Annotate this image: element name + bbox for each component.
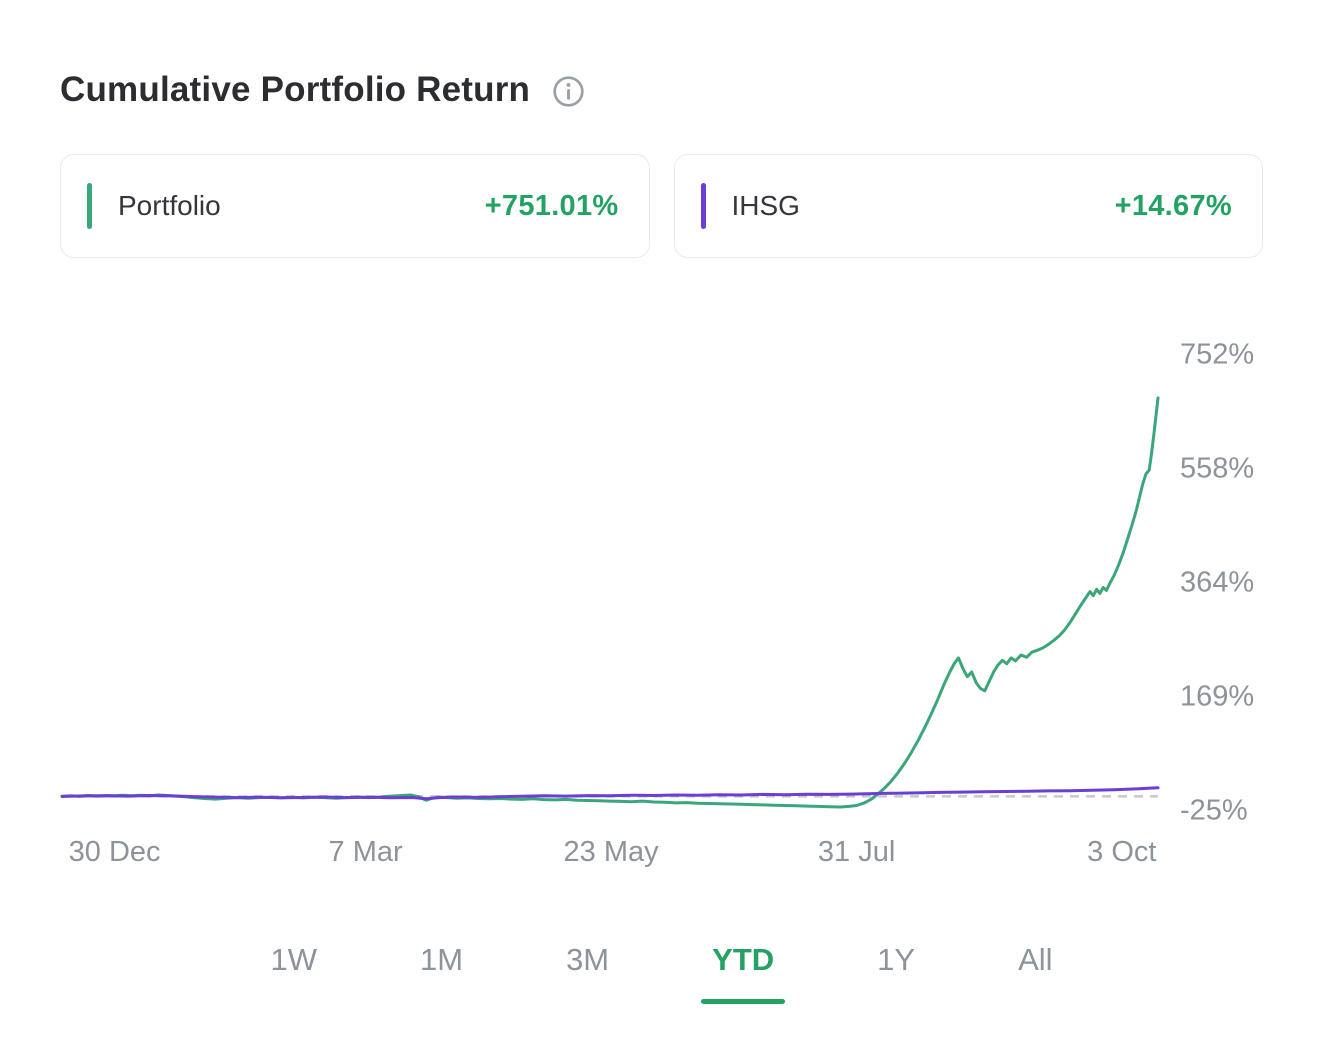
tab-label: 1W bbox=[270, 942, 317, 977]
ihsg-label: IHSG bbox=[731, 190, 800, 221]
tab-label: 3M bbox=[566, 942, 610, 977]
x-axis-tick: 3 Oct bbox=[1087, 836, 1157, 868]
tab-1m[interactable]: 1M bbox=[420, 942, 463, 1004]
y-axis-tick: 364% bbox=[1180, 566, 1255, 599]
portfolio-line bbox=[60, 396, 1160, 809]
ihsg-accent-bar bbox=[700, 183, 706, 229]
tab-1y[interactable]: 1Y bbox=[877, 942, 915, 1004]
y-axis-tick: 169% bbox=[1180, 680, 1255, 713]
portfolio-return-value: +751.01% bbox=[484, 189, 619, 222]
x-axis-tick: 7 Mar bbox=[328, 836, 403, 868]
portfolio-label: Portfolio bbox=[118, 190, 221, 221]
portfolio-return-page: Cumulative Portfolio Return Portfolio +7… bbox=[60, 70, 1263, 1004]
x-axis-tick: 30 Dec bbox=[68, 836, 161, 868]
x-axis-tick: 31 Jul bbox=[817, 836, 896, 868]
returns-chart[interactable]: 752% 558% 364% 169% -25% 30 Dec 7 Mar 23… bbox=[60, 324, 1254, 868]
ihsg-line bbox=[60, 786, 1160, 801]
chart-canvas bbox=[60, 396, 1160, 809]
tab-all[interactable]: All bbox=[1018, 942, 1052, 1004]
portfolio-accent-bar bbox=[87, 183, 92, 229]
tab-1w[interactable]: 1W bbox=[270, 942, 317, 1004]
tab-label: 1Y bbox=[877, 942, 916, 977]
ihsg-return-value: +14.67% bbox=[1114, 189, 1232, 222]
y-axis-tick: 558% bbox=[1180, 452, 1255, 485]
page-header: Cumulative Portfolio Return bbox=[60, 70, 1263, 110]
tab-label: 1M bbox=[419, 942, 464, 977]
range-tabs: 1W 1M 3M YTD 1Y All bbox=[60, 942, 1263, 1004]
info-icon[interactable] bbox=[552, 75, 585, 108]
tab-ytd[interactable]: YTD bbox=[701, 942, 786, 1004]
tab-label: All bbox=[1018, 942, 1053, 977]
active-tab-underline bbox=[701, 999, 786, 1004]
y-axis-tick: -25% bbox=[1180, 794, 1248, 827]
legend-card-portfolio: Portfolio +751.01% bbox=[60, 154, 650, 258]
tab-3m[interactable]: 3M bbox=[566, 942, 609, 1004]
page-title: Cumulative Portfolio Return bbox=[60, 70, 531, 109]
legend-card-ihsg: IHSG +14.67% bbox=[673, 154, 1263, 258]
tab-label: YTD bbox=[712, 942, 775, 977]
x-axis-tick: 23 May bbox=[563, 836, 659, 868]
y-axis-tick: 752% bbox=[1180, 338, 1255, 371]
legend-cards: Portfolio +751.01% IHSG +14.67% bbox=[60, 154, 1263, 258]
